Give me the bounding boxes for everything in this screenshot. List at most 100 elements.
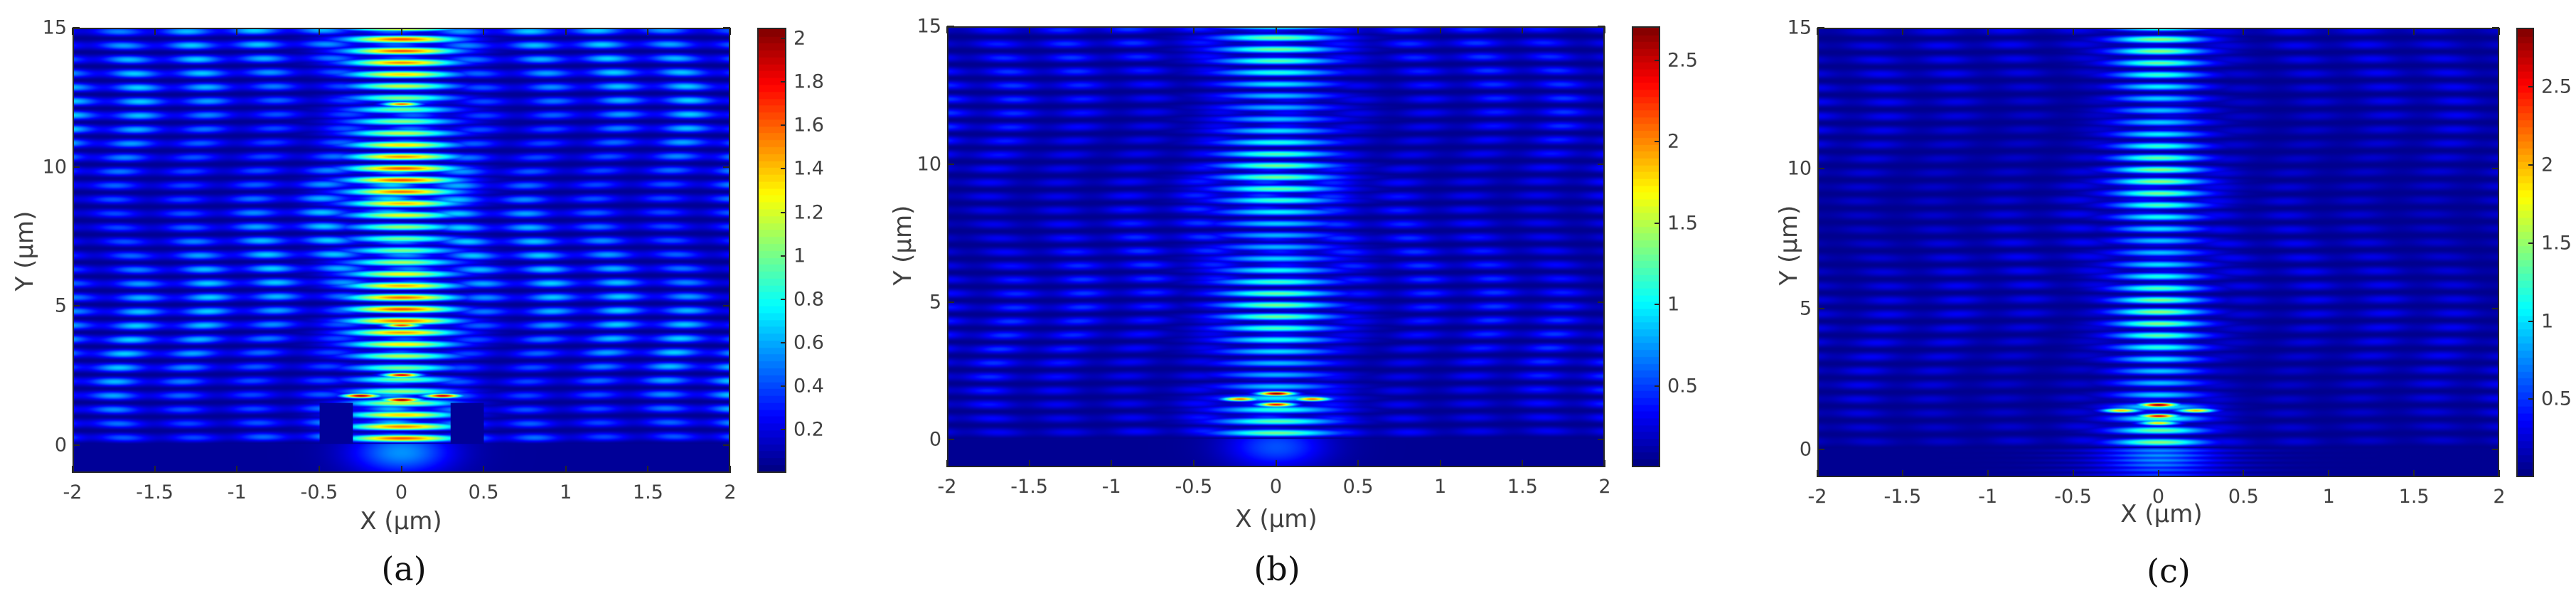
x-tick xyxy=(2243,470,2245,477)
y-tick-label: 0 xyxy=(1799,438,1812,460)
x-tick-label: 0 xyxy=(1269,476,1283,498)
x-tick-top xyxy=(1604,26,1605,33)
x-tick xyxy=(2498,470,2500,477)
x-tick-top xyxy=(1357,26,1359,33)
x-tick-top xyxy=(318,28,320,35)
panel-a: Y (μm) X (μm) (a) -2 -1.5 -1 -0.5 0 0.5 1 1.5 2 0… xyxy=(0,0,853,608)
colorbar-tick-label: 0.5 xyxy=(2541,388,2572,410)
y-tick-right xyxy=(723,166,730,168)
colorbar-tick xyxy=(781,168,786,170)
y-tick xyxy=(73,444,80,446)
panel-label-c: (c) xyxy=(2147,552,2191,590)
y-tick xyxy=(947,439,954,441)
x-tick-top xyxy=(647,28,649,35)
heatmap-canvas-a xyxy=(74,29,729,471)
y-axis-label-c: Y (μm) xyxy=(1775,205,1803,286)
colorbar-canvas-c xyxy=(2518,29,2533,476)
colorbar-tick-label: 0.6 xyxy=(793,331,824,354)
colorbar-tick-label: 1.8 xyxy=(793,70,824,93)
colorbar-tick xyxy=(1655,222,1660,224)
colorbar-tick-label: 2.5 xyxy=(1667,49,1698,72)
colorbar-tick xyxy=(1655,385,1660,387)
colorbar-tick-label: 1.5 xyxy=(1667,212,1698,235)
x-tick-top xyxy=(1439,26,1441,33)
heatmap-canvas-c xyxy=(1819,29,2498,476)
x-tick-top xyxy=(2243,28,2245,35)
panel-label-a: (a) xyxy=(381,550,427,588)
x-tick-top xyxy=(400,28,402,35)
x-tick-label: 1.5 xyxy=(2398,486,2430,508)
x-tick xyxy=(1028,460,1030,467)
x-tick-label: -0.5 xyxy=(1175,476,1213,498)
y-tick xyxy=(1817,27,1824,28)
heatmap-plot-a xyxy=(73,28,730,473)
y-tick-right xyxy=(2492,448,2499,450)
colorbar-tick xyxy=(2528,242,2534,244)
x-tick xyxy=(1604,460,1605,467)
x-tick-label: 1.5 xyxy=(632,481,663,503)
y-tick xyxy=(947,301,954,303)
heatmap-canvas-b xyxy=(948,28,1603,466)
y-tick xyxy=(73,166,80,168)
x-tick-top xyxy=(1111,26,1113,33)
x-tick-top xyxy=(946,26,948,33)
colorbar-tick-label: 2.5 xyxy=(2541,75,2572,98)
x-tick-label: -2 xyxy=(937,476,957,498)
x-tick-label: 1.5 xyxy=(1507,476,1538,498)
y-tick-right xyxy=(1598,26,1605,27)
y-tick-label: 15 xyxy=(916,15,941,38)
colorbar-tick xyxy=(2528,320,2534,322)
x-tick xyxy=(72,466,73,473)
y-tick-label: 5 xyxy=(929,291,941,313)
y-tick-right xyxy=(2492,308,2499,309)
x-tick-top xyxy=(483,28,485,35)
y-tick-label: 10 xyxy=(1787,157,1812,179)
x-tick-top xyxy=(1987,28,1989,35)
x-tick xyxy=(565,466,567,473)
colorbar-tick xyxy=(1655,304,1660,306)
colorbar-tick xyxy=(1655,141,1660,143)
x-tick xyxy=(1522,460,1524,467)
y-tick-right xyxy=(2492,167,2499,169)
x-tick-label: 2 xyxy=(724,481,737,503)
colorbar-tick-label: 0.2 xyxy=(793,418,824,441)
x-tick-label: -1 xyxy=(1101,476,1121,498)
x-tick xyxy=(236,466,238,473)
colorbar-tick-label: 2 xyxy=(793,27,806,50)
y-tick xyxy=(1817,448,1824,450)
y-tick-label: 5 xyxy=(1799,297,1812,320)
x-tick-top xyxy=(1192,26,1195,33)
y-tick-right xyxy=(2492,27,2499,28)
colorbar-tick-label: 1 xyxy=(793,245,806,267)
x-tick-top xyxy=(565,28,567,35)
x-tick-label: -2 xyxy=(1807,486,1827,508)
y-tick-label: 0 xyxy=(929,428,941,451)
x-tick-label: 0 xyxy=(2152,486,2165,508)
colorbar-tick xyxy=(1655,60,1660,62)
colorbar-tick xyxy=(781,428,786,430)
x-tick-label: -2 xyxy=(63,481,82,503)
y-tick xyxy=(947,163,954,165)
x-tick-top xyxy=(729,28,731,35)
x-tick-label: 0.5 xyxy=(2228,486,2259,508)
x-tick xyxy=(647,466,649,473)
x-tick xyxy=(1901,470,1903,477)
y-tick-right xyxy=(723,444,730,446)
y-tick-label: 0 xyxy=(54,434,67,457)
colorbar-tick-label: 1.6 xyxy=(793,114,824,137)
y-tick-label: 15 xyxy=(42,16,67,39)
y-tick-right xyxy=(1598,163,1605,165)
colorbar-tick-label: 1.2 xyxy=(793,201,824,224)
x-tick-label: 0.5 xyxy=(468,481,499,503)
x-tick xyxy=(483,466,485,473)
x-tick-label: 2 xyxy=(2493,486,2506,508)
colorbar-tick xyxy=(781,255,786,257)
x-tick xyxy=(1275,460,1277,467)
colorbar-tick xyxy=(781,124,786,127)
colorbar-tick xyxy=(781,385,786,387)
x-tick-top xyxy=(1275,26,1277,33)
colorbar-tick-label: 2 xyxy=(1667,130,1680,153)
colorbar-tick xyxy=(781,298,786,300)
x-tick xyxy=(400,466,402,473)
